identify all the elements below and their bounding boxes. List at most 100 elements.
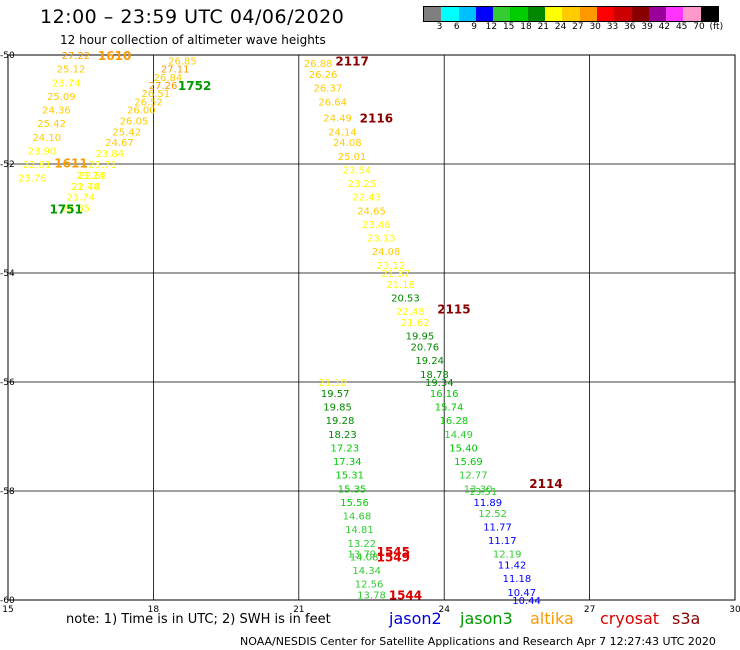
scale-label: 27 bbox=[572, 22, 584, 32]
swh-value-label: 17.34 bbox=[333, 457, 362, 468]
x-tick-label: 30 bbox=[729, 605, 740, 615]
chart-footer: NOAA/NESDIS Center for Satellite Applica… bbox=[240, 635, 716, 648]
scale-label: 15 bbox=[502, 22, 515, 32]
swh-value-label: 25.42 bbox=[112, 127, 141, 138]
scale-swatch bbox=[579, 7, 597, 21]
swh-value-label: 22.48 bbox=[396, 307, 425, 318]
scale-swatch bbox=[700, 7, 719, 21]
swh-value-label: 21.10 bbox=[318, 378, 347, 389]
chart-note: note: 1) Time is in UTC; 2) SWH is in fe… bbox=[66, 612, 331, 627]
swh-value-label: 21.37 bbox=[381, 269, 410, 280]
scale-swatch bbox=[527, 7, 546, 21]
swh-value-label: 12.52 bbox=[478, 509, 507, 520]
swh-value-label: 19.34 bbox=[425, 378, 454, 389]
scale-swatch bbox=[493, 7, 511, 21]
swh-value-label: 24.10 bbox=[32, 133, 61, 144]
swh-value-label: 11.18 bbox=[503, 574, 532, 585]
scale-label: (ft) bbox=[709, 22, 724, 32]
swh-value-label: 26.88 bbox=[304, 59, 333, 70]
scale-swatch bbox=[596, 7, 615, 21]
swh-value-label: 19.28 bbox=[326, 416, 355, 427]
scale-swatch bbox=[666, 7, 684, 21]
chart-subtitle: 12 hour collection of altimeter wave hei… bbox=[60, 33, 326, 47]
scale-swatch bbox=[683, 7, 701, 21]
satellite-legend-item: jason2 bbox=[389, 609, 442, 628]
swh-value-label: 13.22 bbox=[347, 539, 376, 550]
chart-title: 12:00 – 23:59 UTC 04/06/2020 bbox=[40, 6, 345, 28]
swh-value-label: 14.81 bbox=[345, 525, 374, 536]
swh-value-label: 23.90 bbox=[28, 146, 57, 157]
swh-value-label: 13.78 bbox=[357, 591, 386, 602]
pass-time-label: 1751 bbox=[49, 203, 82, 217]
scale-label: 9 bbox=[471, 22, 477, 32]
scale-label: 21 bbox=[537, 22, 550, 32]
scale-label: 45 bbox=[675, 22, 688, 32]
swh-value-label: 10.47 bbox=[507, 588, 536, 599]
swh-value-label: 19.95 bbox=[406, 332, 435, 343]
swh-value-label: 12.56 bbox=[355, 580, 384, 591]
pass-time-label: 1545 bbox=[377, 545, 410, 559]
x-tick-label: 15 bbox=[2, 605, 13, 615]
swh-value-label: 11.17 bbox=[488, 536, 517, 547]
scale-label: 30 bbox=[589, 22, 601, 32]
swh-value-label: 27.22 bbox=[62, 51, 91, 62]
color-scale-labels: 3 6 9 12 15 18 21 24 27 30 33 36 39 42 45 70 (ft) bbox=[423, 22, 733, 34]
swh-value-label: 12.19 bbox=[493, 550, 522, 561]
swh-value-label: 13.79 bbox=[347, 550, 376, 561]
swh-value-label: 23.74 bbox=[76, 171, 105, 182]
x-tick-label: 18 bbox=[148, 605, 160, 615]
scale-label: 6 bbox=[453, 22, 460, 32]
swh-value-label: 22.48 bbox=[71, 182, 100, 193]
y-tick-label: -56 bbox=[0, 378, 15, 388]
swh-value-label: 24.08 bbox=[372, 247, 401, 258]
swh-value-label: 25.42 bbox=[37, 119, 66, 130]
satellite-legend-item: cryosat bbox=[600, 609, 660, 628]
swh-value-label: 11.42 bbox=[498, 561, 527, 572]
swh-value-label: 21.18 bbox=[386, 280, 415, 291]
scale-swatch bbox=[441, 7, 459, 21]
swh-value-label: 24.67 bbox=[105, 138, 134, 149]
swh-value-label: 26.05 bbox=[120, 116, 149, 127]
swh-value-label: 26.85 bbox=[168, 56, 197, 67]
scale-swatch bbox=[458, 7, 476, 21]
swh-value-label: 20.53 bbox=[391, 294, 420, 305]
y-tick-label: -58 bbox=[0, 487, 15, 497]
x-tick-label: 21 bbox=[293, 605, 304, 615]
swh-value-label: 26.64 bbox=[318, 97, 347, 108]
satellite-legend-item: s3a bbox=[672, 609, 701, 628]
swh-value-label: 19.24 bbox=[415, 356, 444, 367]
pass-time-label: 1549 bbox=[377, 550, 410, 564]
swh-value-label: 14.49 bbox=[444, 430, 473, 441]
swh-value-label: 15.35 bbox=[338, 484, 367, 495]
satellite-legend-item: altika bbox=[530, 609, 574, 628]
swh-value-label: 15.56 bbox=[340, 498, 369, 509]
scale-label: 36 bbox=[624, 22, 636, 32]
scale-label: 24 bbox=[554, 22, 567, 32]
scale-swatch bbox=[648, 7, 667, 21]
swh-value-label: 15.40 bbox=[449, 443, 478, 454]
pass-time-label: 1610 bbox=[98, 49, 131, 63]
scale-swatch bbox=[562, 7, 580, 21]
swh-value-label: 13.30 bbox=[464, 484, 493, 495]
swh-value-label: 24.36 bbox=[42, 106, 71, 117]
swh-value-label: 27.26 bbox=[149, 81, 178, 92]
scale-label: 70 bbox=[693, 22, 705, 32]
swh-value-label: 24.65 bbox=[357, 206, 386, 217]
swh-value-label: 20.76 bbox=[410, 343, 439, 354]
swh-value-label: 27.11 bbox=[161, 65, 190, 76]
swh-value-label: 26.52 bbox=[134, 97, 163, 108]
y-tick-label: -52 bbox=[0, 160, 15, 170]
swh-value-label: 24.14 bbox=[328, 127, 357, 138]
swh-value-label: 23.76 bbox=[18, 174, 47, 185]
swh-value-label: 16.28 bbox=[440, 416, 469, 427]
scale-label: 18 bbox=[520, 22, 532, 32]
swh-value-label: 21.74 bbox=[66, 193, 95, 204]
swh-value-label: 19.57 bbox=[321, 389, 350, 400]
x-tick-label: 27 bbox=[584, 605, 595, 615]
scale-swatch bbox=[475, 7, 494, 21]
pass-time-label: 1752 bbox=[178, 79, 211, 93]
swh-value-label: 14.68 bbox=[343, 512, 372, 523]
swh-value-label: 23.46 bbox=[362, 220, 391, 231]
swh-value-label: 18.78 bbox=[420, 370, 449, 381]
swh-value-label: 15.69 bbox=[454, 457, 483, 468]
